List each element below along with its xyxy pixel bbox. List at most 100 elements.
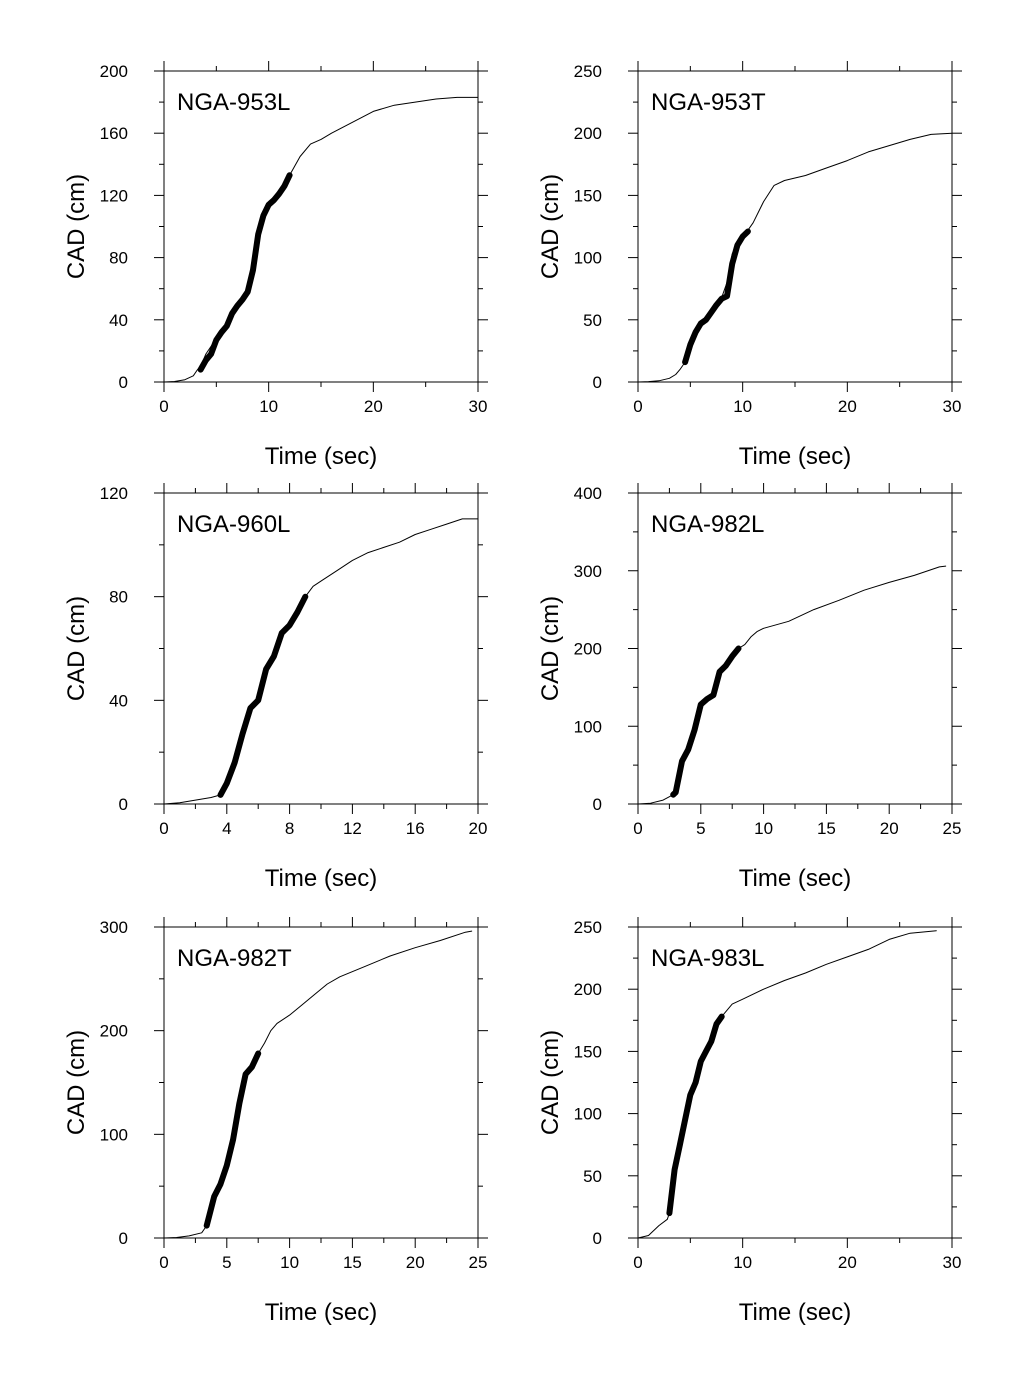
x-tick-label: 5 (696, 819, 705, 838)
x-tick-label: 0 (159, 819, 168, 838)
y-tick-label: 80 (109, 588, 128, 607)
panel-title: NGA-960L (177, 511, 290, 538)
x-tick-label: 20 (880, 819, 899, 838)
y-tick-label: 200 (100, 1022, 128, 1041)
x-tick-label: 12 (343, 819, 362, 838)
panel-title: NGA-982L (651, 511, 764, 538)
x-tick-label: 15 (817, 819, 836, 838)
y-tick-label: 100 (574, 249, 602, 268)
chart-panel-5: 0 5 10 15 20 25 0 100 200 300 Time (sec) CAD (cm) NG… (63, 917, 488, 1326)
chart-panel-2: 0 10 20 30 0 50 100 150 200 250 Time (sec) CAD (cm)… (537, 61, 962, 470)
y-axis-title: CAD (cm) (537, 174, 564, 279)
series-line-significant-duration (197, 172, 293, 373)
y-tick-label: 0 (119, 795, 128, 814)
y-axis-title: CAD (cm) (63, 174, 90, 279)
y-tick-label: 40 (109, 691, 128, 710)
x-tick-label: 20 (469, 819, 488, 838)
x-tick-label: 0 (159, 397, 168, 416)
y-tick-label: 120 (100, 186, 128, 205)
y-tick-label: 40 (109, 311, 128, 330)
y-tick-label: 0 (593, 373, 602, 392)
series-line-full-record (163, 518, 479, 805)
x-tick-label: 10 (754, 819, 773, 838)
chart-panel-4: 0 5 10 15 20 25 0 100 200 300 400 Time (sec) CAD (cm… (537, 483, 962, 892)
x-tick-label: 20 (406, 1253, 425, 1272)
y-tick-label: 300 (574, 562, 602, 581)
x-tick-label: 0 (159, 1253, 168, 1272)
y-tick-label: 0 (119, 373, 128, 392)
x-tick-label: 5 (222, 1253, 231, 1272)
series-line-full-record (637, 565, 947, 805)
y-tick-label: 300 (100, 918, 128, 937)
series-line-significant-duration (670, 645, 742, 798)
series-line-full-record (637, 132, 953, 383)
x-axis-title: Time (sec) (739, 865, 851, 892)
y-tick-label: 50 (583, 1167, 602, 1186)
plot-frame (637, 70, 953, 383)
x-tick-label: 25 (943, 819, 962, 838)
y-tick-label: 50 (583, 311, 602, 330)
x-tick-label: 25 (469, 1253, 488, 1272)
y-tick-label: 200 (100, 62, 128, 81)
y-tick-label: 250 (574, 62, 602, 81)
plot-frame (163, 492, 479, 805)
y-axis-title: CAD (cm) (537, 596, 564, 701)
x-tick-label: 30 (469, 397, 488, 416)
x-tick-label: 0 (633, 819, 642, 838)
x-tick-label: 8 (285, 819, 294, 838)
plot-frame (163, 926, 479, 1239)
plot-frame (163, 70, 479, 383)
y-tick-label: 200 (574, 640, 602, 659)
x-tick-label: 10 (259, 397, 278, 416)
panel-title: NGA-983L (651, 945, 764, 972)
series-line-significant-duration (666, 1013, 725, 1217)
panel-title: NGA-953L (177, 89, 290, 116)
x-tick-label: 16 (406, 819, 425, 838)
series-line-full-record (637, 930, 937, 1239)
y-tick-label: 120 (100, 484, 128, 503)
y-axis-title: CAD (cm) (63, 596, 90, 701)
y-tick-label: 250 (574, 918, 602, 937)
chart-panel-1: 0 10 20 30 0 40 80 120 160 200 Time (sec) CAD (cm) N… (63, 61, 488, 470)
y-tick-label: 150 (574, 1042, 602, 1061)
x-axis-title: Time (sec) (265, 443, 377, 470)
series-line-full-record (163, 96, 479, 383)
y-tick-label: 80 (109, 249, 128, 268)
x-tick-label: 15 (343, 1253, 362, 1272)
plot-frame (637, 926, 953, 1239)
y-tick-label: 400 (574, 484, 602, 503)
y-tick-label: 100 (574, 1105, 602, 1124)
y-tick-label: 100 (100, 1125, 128, 1144)
series-line-significant-duration (217, 593, 309, 798)
x-tick-label: 4 (222, 819, 231, 838)
x-axis-title: Time (sec) (265, 1299, 377, 1326)
y-tick-label: 200 (574, 980, 602, 999)
series-line-full-record (163, 930, 473, 1239)
y-tick-label: 0 (593, 1229, 602, 1248)
x-tick-label: 10 (280, 1253, 299, 1272)
y-tick-label: 0 (593, 795, 602, 814)
chart-panel-6: 0 10 20 30 0 50 100 150 200 250 Time (sec) CAD (cm)… (537, 917, 962, 1326)
series-line-significant-duration (682, 228, 751, 366)
x-tick-label: 10 (733, 1253, 752, 1272)
chart-panel-3: 0 4 8 12 16 20 0 40 80 120 Time (sec) CAD (cm) NGA-9… (63, 483, 488, 892)
y-axis-title: CAD (cm) (63, 1030, 90, 1135)
x-tick-label: 10 (733, 397, 752, 416)
panel-title: NGA-982T (177, 945, 292, 972)
x-tick-label: 30 (943, 397, 962, 416)
y-tick-label: 150 (574, 186, 602, 205)
x-axis-title: Time (sec) (265, 865, 377, 892)
x-tick-label: 0 (633, 397, 642, 416)
x-tick-label: 30 (943, 1253, 962, 1272)
x-axis-title: Time (sec) (739, 443, 851, 470)
y-axis-title: CAD (cm) (537, 1030, 564, 1135)
y-tick-label: 100 (574, 717, 602, 736)
x-tick-label: 20 (838, 1253, 857, 1272)
y-tick-label: 0 (119, 1229, 128, 1248)
y-tick-label: 200 (574, 124, 602, 143)
panel-title: NGA-953T (651, 89, 766, 116)
x-tick-label: 20 (838, 397, 857, 416)
x-axis-title: Time (sec) (739, 1299, 851, 1326)
x-tick-label: 20 (364, 397, 383, 416)
